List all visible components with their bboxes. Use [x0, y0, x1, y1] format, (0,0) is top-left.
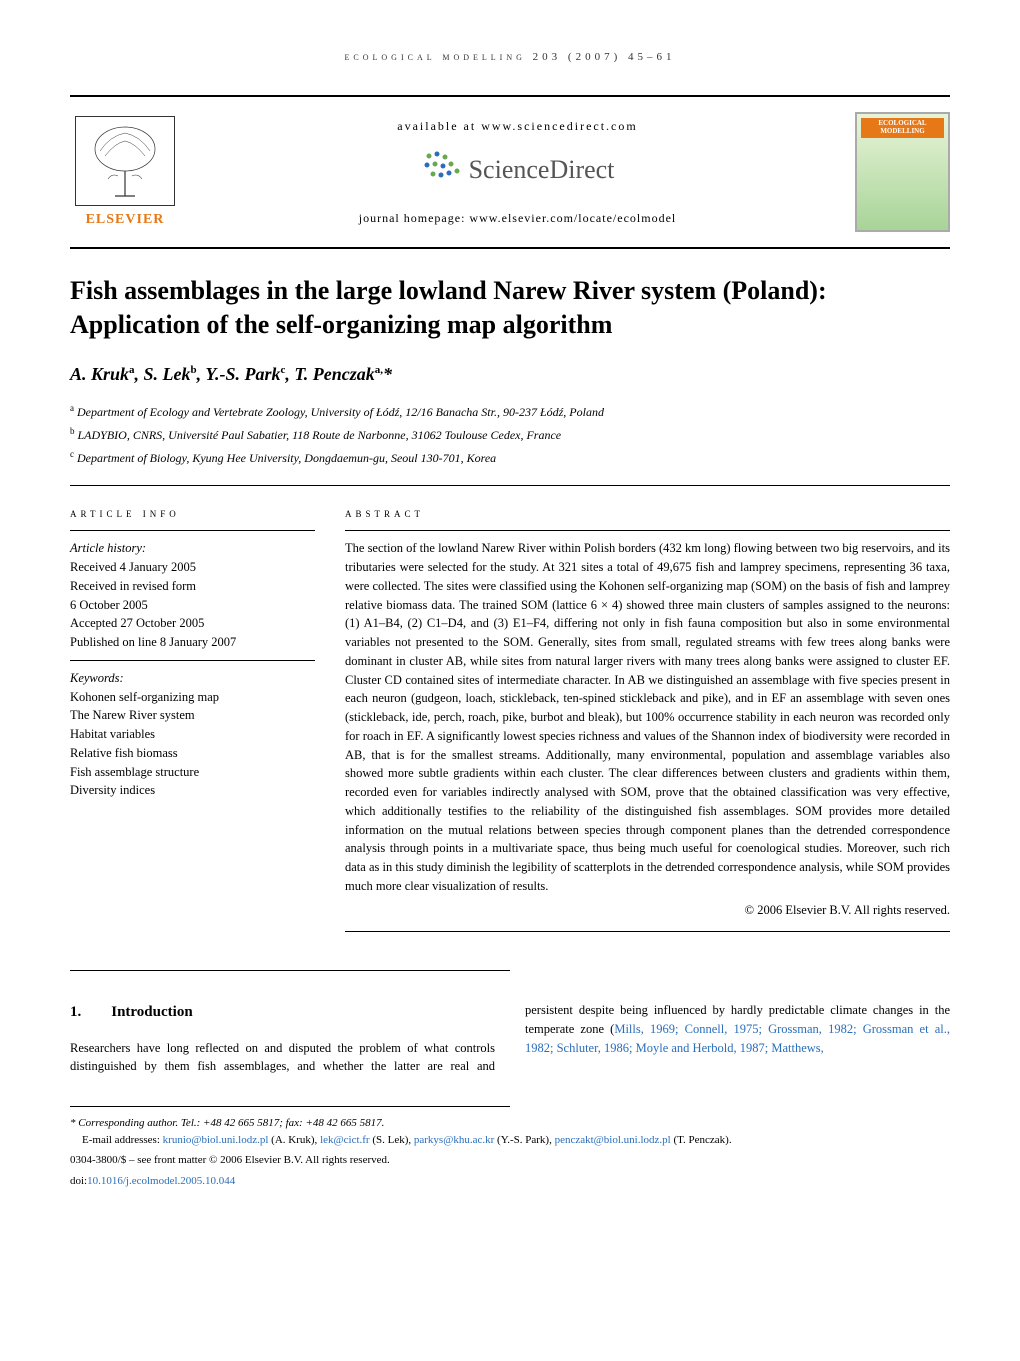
- abstract-text: The section of the lowland Narew River w…: [345, 539, 950, 895]
- keyword: Habitat variables: [70, 725, 315, 744]
- history-line: Received in revised form: [70, 577, 315, 596]
- divider: [70, 530, 315, 531]
- divider: [70, 970, 510, 971]
- authors: A. Kruka, S. Lekb, Y.-S. Parkc, T. Pencz…: [70, 362, 950, 387]
- history-line: Accepted 27 October 2005: [70, 614, 315, 633]
- article-title: Fish assemblages in the large lowland Na…: [70, 274, 950, 342]
- section-heading: 1. Introduction: [70, 1001, 495, 1024]
- email-link[interactable]: parkys@khu.ac.kr: [414, 1134, 494, 1146]
- email-who: (T. Penczak).: [671, 1134, 732, 1146]
- journal-cover-label: ECOLOGICAL MODELLING: [861, 118, 944, 137]
- affiliations: a Department of Ecology and Vertebrate Z…: [70, 402, 950, 467]
- article-history: Article history: Received 4 January 2005…: [70, 539, 315, 652]
- keyword: Diversity indices: [70, 781, 315, 800]
- doi-label: doi:: [70, 1175, 87, 1187]
- elsevier-logo: ELSEVIER: [70, 112, 180, 232]
- email-who: (A. Kruk),: [268, 1134, 320, 1146]
- section-number: 1.: [70, 1004, 81, 1020]
- header-center: available at www.sciencedirect.com S: [200, 118, 835, 227]
- keyword: Relative fish biomass: [70, 744, 315, 763]
- email-who: (Y.-S. Park),: [494, 1134, 554, 1146]
- history-line: Published on line 8 January 2007: [70, 633, 315, 652]
- section-title: Introduction: [111, 1004, 192, 1020]
- keyword: Kohonen self-organizing map: [70, 688, 315, 707]
- divider: [70, 660, 315, 661]
- divider: [345, 530, 950, 531]
- emails-label: E-mail addresses:: [82, 1134, 163, 1146]
- keywords-label: Keywords:: [70, 669, 315, 688]
- sciencedirect-icon: [421, 150, 461, 191]
- email-addresses: E-mail addresses: krunio@biol.uni.lodz.p…: [70, 1132, 950, 1149]
- email-link[interactable]: krunio@biol.uni.lodz.pl: [163, 1134, 269, 1146]
- corresponding-author: * Corresponding author. Tel.: +48 42 665…: [70, 1115, 510, 1132]
- running-head: ecological modelling 203 (2007) 45–61: [70, 50, 950, 65]
- journal-header: ELSEVIER available at www.sciencedirect.…: [70, 95, 950, 249]
- history-line: 6 October 2005: [70, 596, 315, 615]
- email-link[interactable]: penczakt@biol.uni.lodz.pl: [555, 1134, 671, 1146]
- available-at-text: available at www.sciencedirect.com: [200, 118, 835, 135]
- abstract-column: abstract The section of the lowland Nare…: [345, 504, 950, 940]
- keyword: The Narew River system: [70, 706, 315, 725]
- affiliation: b LADYBIO, CNRS, Université Paul Sabatie…: [70, 425, 950, 444]
- email-link[interactable]: lek@cict.fr: [320, 1134, 370, 1146]
- journal-cover: ECOLOGICAL MODELLING: [855, 112, 950, 232]
- elsevier-text: ELSEVIER: [86, 210, 165, 230]
- doi-line: doi:10.1016/j.ecolmodel.2005.10.044: [70, 1173, 950, 1190]
- copyright: © 2006 Elsevier B.V. All rights reserved…: [345, 902, 950, 920]
- divider: [345, 931, 950, 932]
- email-who: (S. Lek),: [370, 1134, 414, 1146]
- introduction-section: 1.Introduction Researchers have long ref…: [70, 1001, 950, 1076]
- history-label: Article history:: [70, 539, 315, 558]
- footnotes: * Corresponding author. Tel.: +48 42 665…: [70, 1106, 510, 1132]
- doi-link[interactable]: 10.1016/j.ecolmodel.2005.10.044: [87, 1175, 235, 1187]
- article-info-heading: article info: [70, 504, 315, 522]
- abstract-heading: abstract: [345, 504, 950, 522]
- info-abstract-row: article info Article history: Received 4…: [70, 504, 950, 940]
- sciencedirect-text: ScienceDirect: [469, 152, 615, 188]
- history-line: Received 4 January 2005: [70, 558, 315, 577]
- elsevier-tree-icon: [75, 116, 175, 206]
- divider: [70, 485, 950, 486]
- article-info-column: article info Article history: Received 4…: [70, 504, 315, 940]
- affiliation: c Department of Biology, Kyung Hee Unive…: [70, 448, 950, 467]
- legal-line-1: 0304-3800/$ – see front matter © 2006 El…: [70, 1152, 950, 1169]
- keyword: Fish assemblage structure: [70, 763, 315, 782]
- affiliation: a Department of Ecology and Vertebrate Z…: [70, 402, 950, 421]
- journal-homepage: journal homepage: www.elsevier.com/locat…: [200, 210, 835, 227]
- keywords: Keywords: Kohonen self-organizing mapThe…: [70, 669, 315, 800]
- sciencedirect-logo: ScienceDirect: [200, 150, 835, 191]
